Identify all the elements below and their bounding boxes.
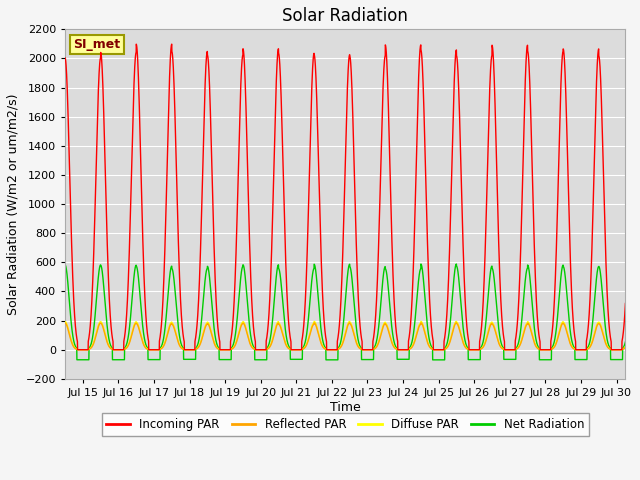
X-axis label: Time: Time bbox=[330, 401, 360, 414]
Title: Solar Radiation: Solar Radiation bbox=[282, 7, 408, 25]
Text: SI_met: SI_met bbox=[74, 38, 120, 51]
Legend: Incoming PAR, Reflected PAR, Diffuse PAR, Net Radiation: Incoming PAR, Reflected PAR, Diffuse PAR… bbox=[102, 413, 589, 436]
Y-axis label: Solar Radiation (W/m2 or um/m2/s): Solar Radiation (W/m2 or um/m2/s) bbox=[7, 93, 20, 315]
